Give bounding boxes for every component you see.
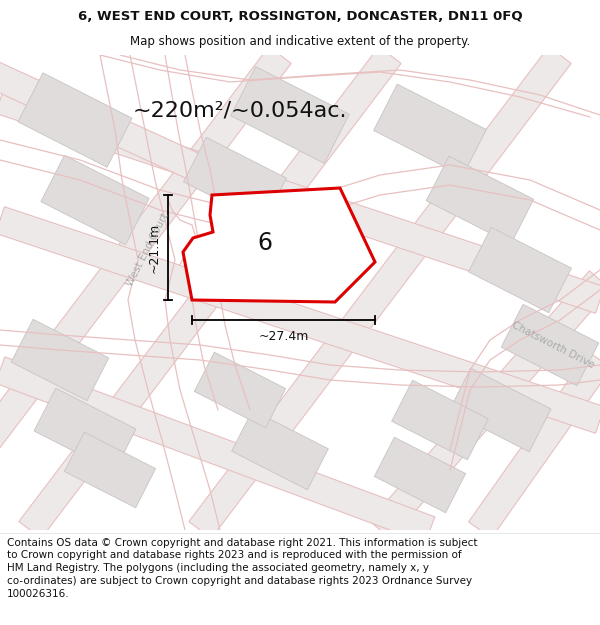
Polygon shape bbox=[184, 138, 286, 222]
Polygon shape bbox=[183, 188, 375, 302]
Polygon shape bbox=[370, 271, 600, 539]
Polygon shape bbox=[11, 319, 109, 401]
Text: 6: 6 bbox=[258, 231, 273, 254]
Text: Map shows position and indicative extent of the property.: Map shows position and indicative extent… bbox=[130, 35, 470, 48]
Polygon shape bbox=[501, 304, 599, 386]
Polygon shape bbox=[0, 357, 435, 543]
Polygon shape bbox=[0, 46, 291, 539]
Text: Chatsworth Drive: Chatsworth Drive bbox=[510, 320, 596, 370]
Polygon shape bbox=[469, 228, 571, 312]
Polygon shape bbox=[64, 432, 155, 508]
Polygon shape bbox=[41, 155, 149, 245]
Polygon shape bbox=[374, 438, 466, 512]
Polygon shape bbox=[0, 87, 600, 313]
Polygon shape bbox=[19, 46, 401, 539]
Polygon shape bbox=[374, 84, 487, 176]
Polygon shape bbox=[194, 352, 286, 428]
Polygon shape bbox=[392, 380, 488, 460]
Polygon shape bbox=[469, 352, 600, 538]
Text: ~21.1m: ~21.1m bbox=[148, 222, 161, 272]
Text: 6, WEST END COURT, ROSSINGTON, DONCASTER, DN11 0FQ: 6, WEST END COURT, ROSSINGTON, DONCASTER… bbox=[77, 10, 523, 23]
Polygon shape bbox=[449, 368, 551, 452]
Polygon shape bbox=[34, 388, 136, 472]
Polygon shape bbox=[0, 42, 306, 228]
Text: West End Court: West End Court bbox=[125, 212, 171, 288]
Text: Contains OS data © Crown copyright and database right 2021. This information is : Contains OS data © Crown copyright and d… bbox=[7, 538, 478, 599]
Polygon shape bbox=[0, 207, 600, 433]
Polygon shape bbox=[189, 46, 571, 539]
Text: ~27.4m: ~27.4m bbox=[259, 329, 308, 342]
Polygon shape bbox=[231, 67, 349, 163]
Polygon shape bbox=[232, 410, 328, 490]
Text: ~220m²/~0.054ac.: ~220m²/~0.054ac. bbox=[133, 100, 347, 120]
Polygon shape bbox=[18, 72, 132, 168]
Polygon shape bbox=[427, 156, 533, 244]
